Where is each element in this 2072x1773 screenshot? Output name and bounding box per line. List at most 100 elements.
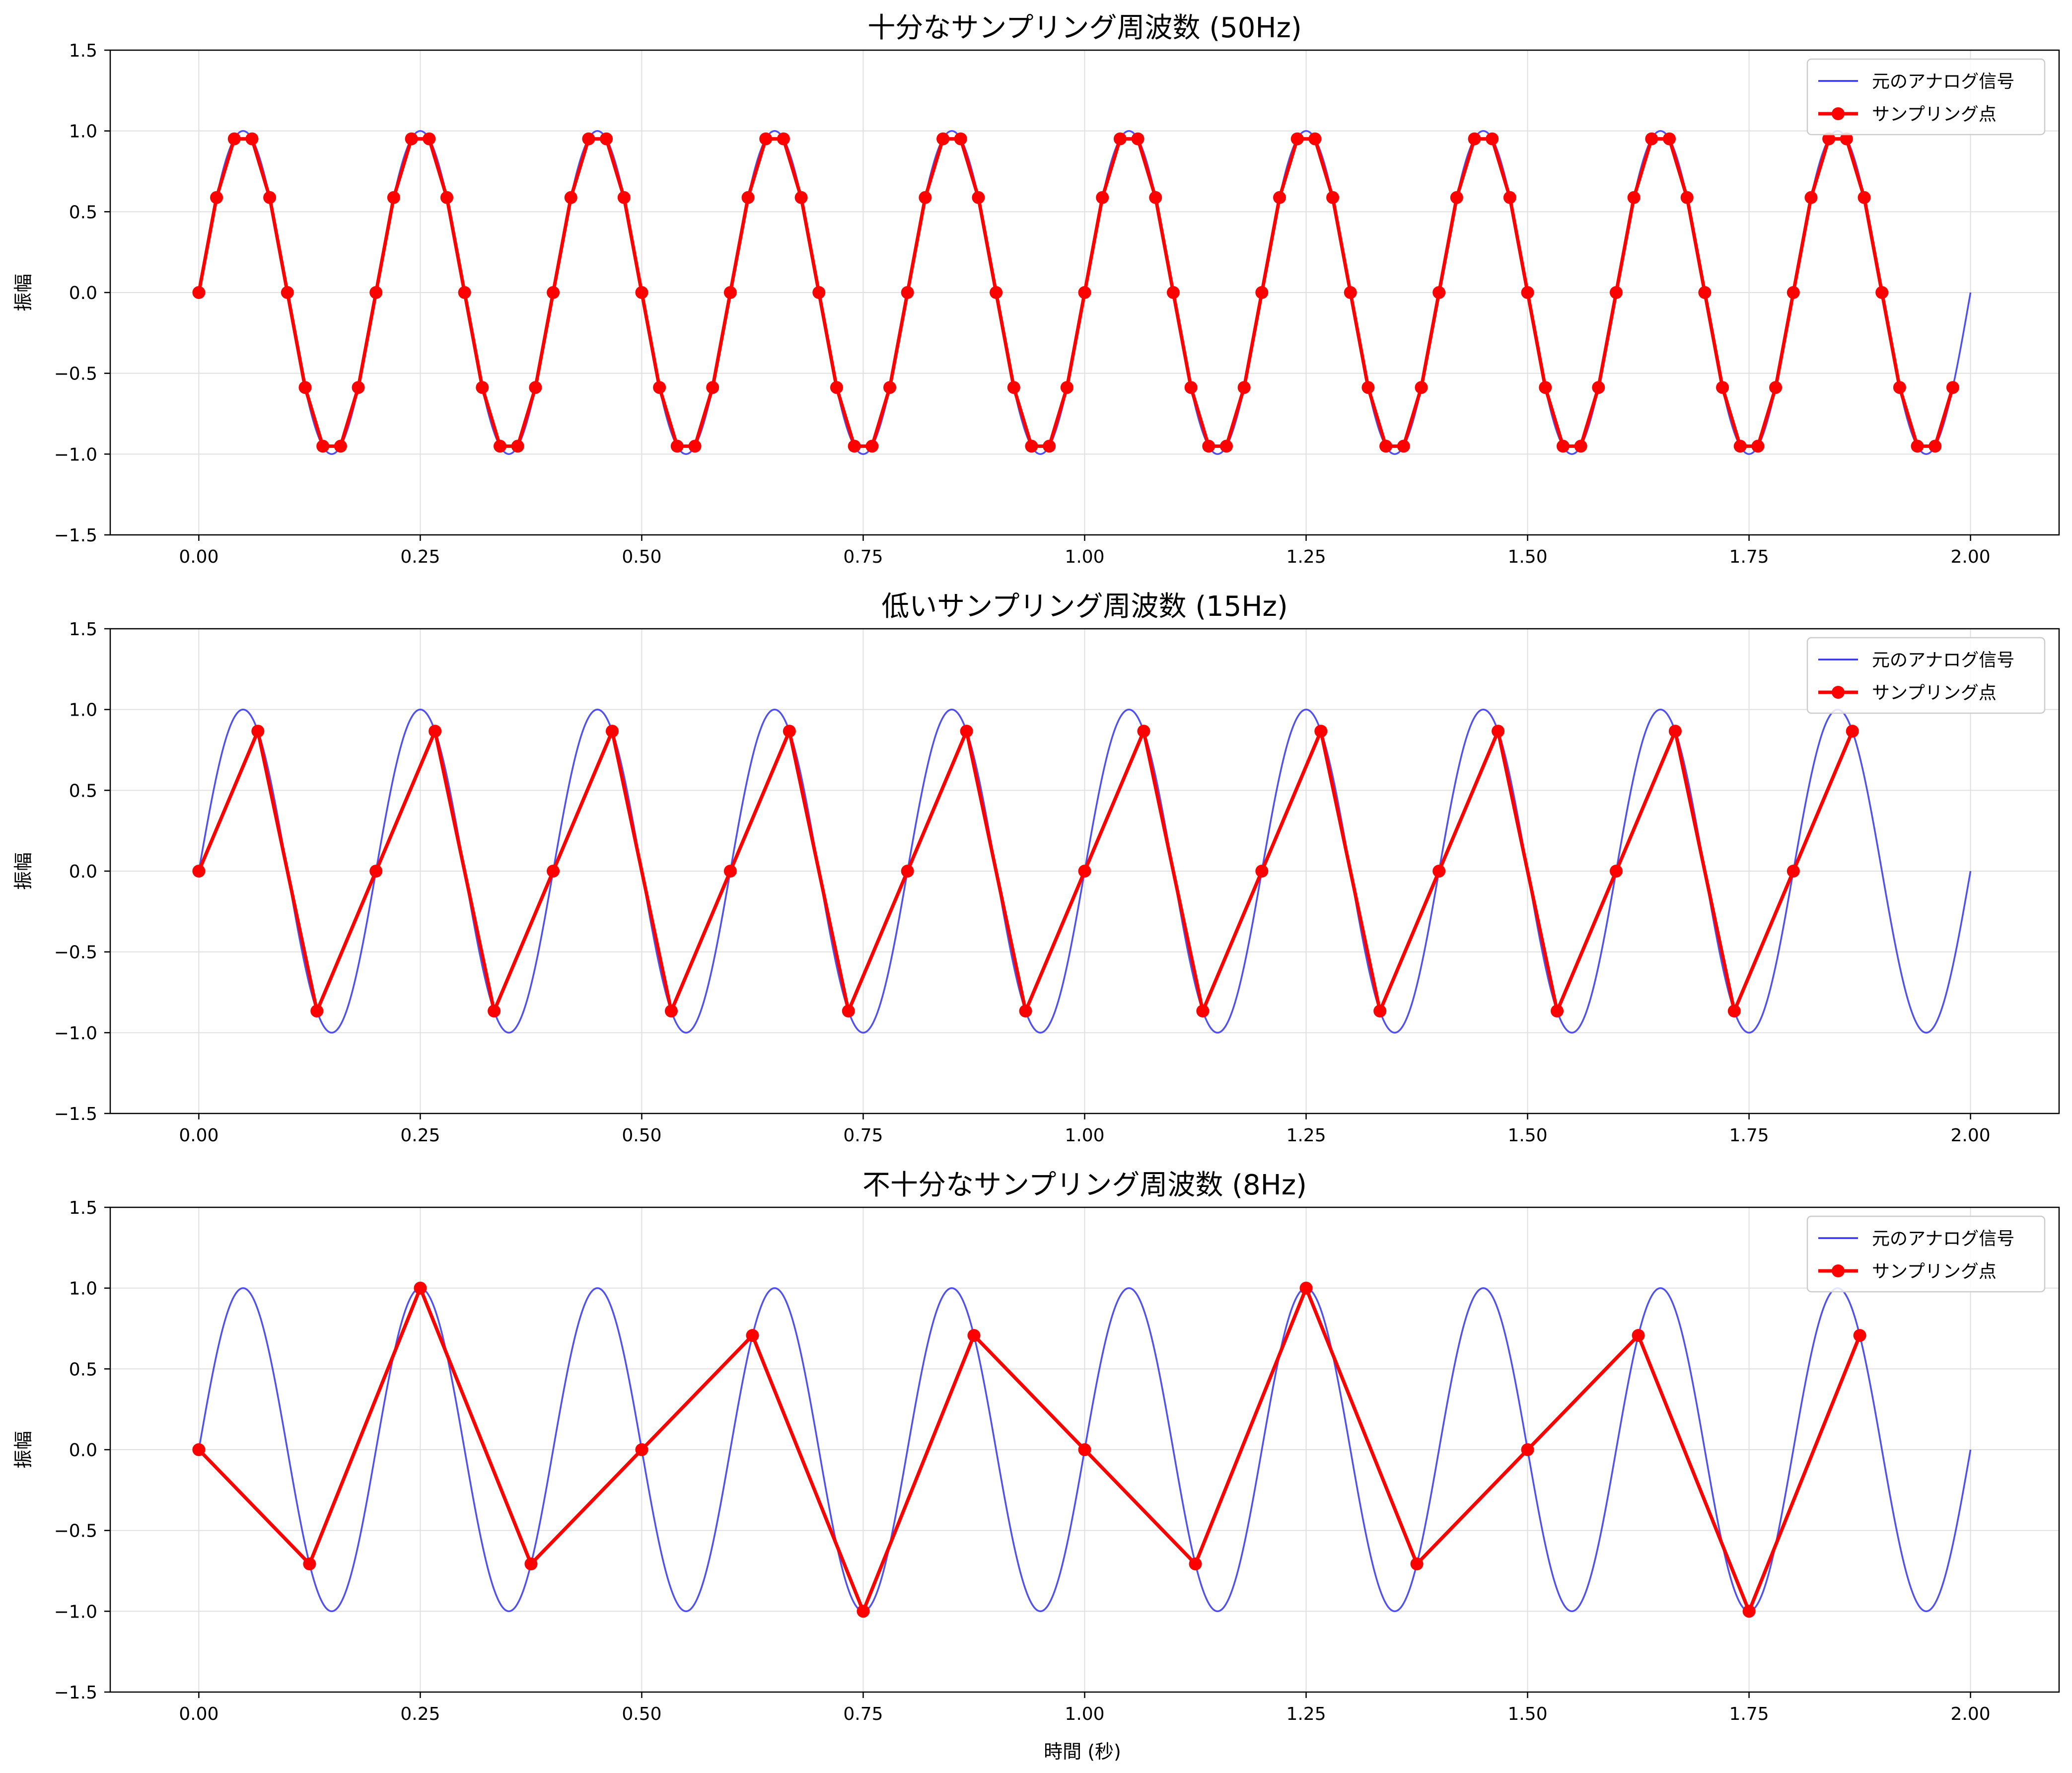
legend-samples-label: サンプリング点 (1872, 104, 1997, 125)
sample-point (1853, 1329, 1866, 1342)
sample-point (192, 286, 206, 299)
sample-point (405, 132, 418, 146)
sample-point (664, 1004, 678, 1018)
sample-point (1645, 132, 1658, 146)
legend-analog-label: 元のアナログ信号 (1872, 1229, 2014, 1249)
sample-point (1299, 1281, 1313, 1295)
x-tick-label: 0.00 (179, 547, 218, 567)
sample-point (1326, 191, 1340, 204)
legend-box (1806, 1215, 2046, 1293)
y-tick-label: −1.0 (54, 444, 97, 465)
sample-point (1716, 381, 1729, 394)
sample-point (1255, 286, 1269, 299)
legend-samples-marker (1832, 1264, 1845, 1277)
sample-point (1663, 132, 1676, 146)
sample-point (1314, 725, 1328, 738)
sample-point (476, 381, 489, 394)
sample-point (1875, 286, 1889, 299)
x-tick-label: 1.25 (1286, 547, 1326, 567)
legend-samples-marker (1832, 107, 1845, 120)
y-tick-label: −0.5 (54, 1521, 97, 1542)
sample-point (901, 865, 914, 878)
sample-point (1733, 440, 1747, 453)
sample-point (848, 440, 861, 453)
sample-point (547, 286, 560, 299)
x-tick-label: 1.50 (1507, 1125, 1547, 1146)
sample-point (1840, 132, 1853, 146)
y-tick-label: 0.0 (69, 862, 97, 882)
sample-point (1007, 381, 1020, 394)
sample-point (1698, 286, 1712, 299)
sample-point (1492, 725, 1505, 738)
sample-point (1521, 286, 1534, 299)
sample-point (1627, 191, 1641, 204)
y-tick-label: 0.5 (69, 1359, 97, 1380)
sample-point (334, 440, 347, 453)
sample-point (1727, 1004, 1741, 1018)
chart-panel-3: 0.00 0.25 0.50 0.75 1.00 1.25 1.50 1.75 2.00 −1.5… (12, 1169, 2060, 1724)
sample-point (1149, 191, 1162, 204)
sample-point (759, 132, 773, 146)
sample-point (227, 132, 241, 146)
x-tick-label: 1.25 (1286, 1125, 1326, 1146)
sample-point (298, 381, 312, 394)
x-tick-label: 1.75 (1729, 547, 1769, 567)
sample-point (723, 865, 737, 878)
sample-point (1539, 381, 1552, 394)
sample-point (635, 286, 648, 299)
sample-point (245, 132, 259, 146)
x-tick-label: 0.00 (179, 1125, 218, 1146)
sample-point (617, 191, 631, 204)
sampled-signal-line (197, 1286, 1861, 1613)
sample-point (1574, 440, 1587, 453)
sample-point (582, 132, 595, 146)
sample-point (1273, 191, 1286, 204)
sample-point (741, 191, 755, 204)
sample-point (1196, 1004, 1210, 1018)
sample-point (901, 286, 914, 299)
y-tick-label: 1.5 (69, 1198, 97, 1218)
sample-point (972, 191, 985, 204)
sample-point (210, 191, 223, 204)
sample-point (883, 381, 896, 394)
sample-point (1025, 440, 1038, 453)
x-tick-label: 1.25 (1286, 1704, 1326, 1724)
sample-point (1255, 865, 1269, 878)
y-axis-label: 振幅 (12, 1431, 34, 1469)
sample-point (1742, 1605, 1756, 1618)
x-tick-label: 1.50 (1507, 1704, 1547, 1724)
x-tick-label: 1.50 (1507, 547, 1547, 567)
y-axis-label: 振幅 (12, 852, 34, 890)
sample-point (369, 865, 383, 878)
sample-point (387, 191, 400, 204)
sample-point (865, 440, 879, 453)
sample-point (670, 440, 684, 453)
sample-point (1609, 286, 1623, 299)
sampled-signal-line (197, 137, 1955, 448)
legend-analog-label: 元のアナログ信号 (1872, 72, 2014, 92)
y-tick-label: 1.5 (69, 619, 97, 640)
sample-point (1822, 132, 1836, 146)
sample-point (352, 381, 365, 394)
sample-point (1893, 381, 1906, 394)
sample-point (1096, 191, 1109, 204)
sample-point (600, 132, 613, 146)
sample-point (688, 440, 702, 453)
legend-samples-marker (1832, 686, 1845, 699)
sample-point (1189, 1557, 1202, 1571)
sample-point (1137, 725, 1150, 738)
sample-point (429, 725, 442, 738)
sample-point (842, 1004, 855, 1018)
chart-title: 低いサンプリング周波数 (15Hz) (881, 591, 1288, 623)
sample-point (723, 286, 737, 299)
x-tick-label: 0.75 (843, 1704, 883, 1724)
chart-panels: 0.00 0.25 0.50 0.75 1.00 1.25 1.50 1.75 2.00 −1.5… (12, 12, 2060, 1724)
x-axis-label: 時間 (秒) (1044, 1741, 1121, 1763)
sample-point (511, 440, 524, 453)
sample-point (1846, 725, 1859, 738)
sample-point (1415, 381, 1428, 394)
sample-point (1131, 132, 1144, 146)
y-tick-label: 0.0 (69, 1440, 97, 1461)
y-tick-label: −0.5 (54, 364, 97, 384)
